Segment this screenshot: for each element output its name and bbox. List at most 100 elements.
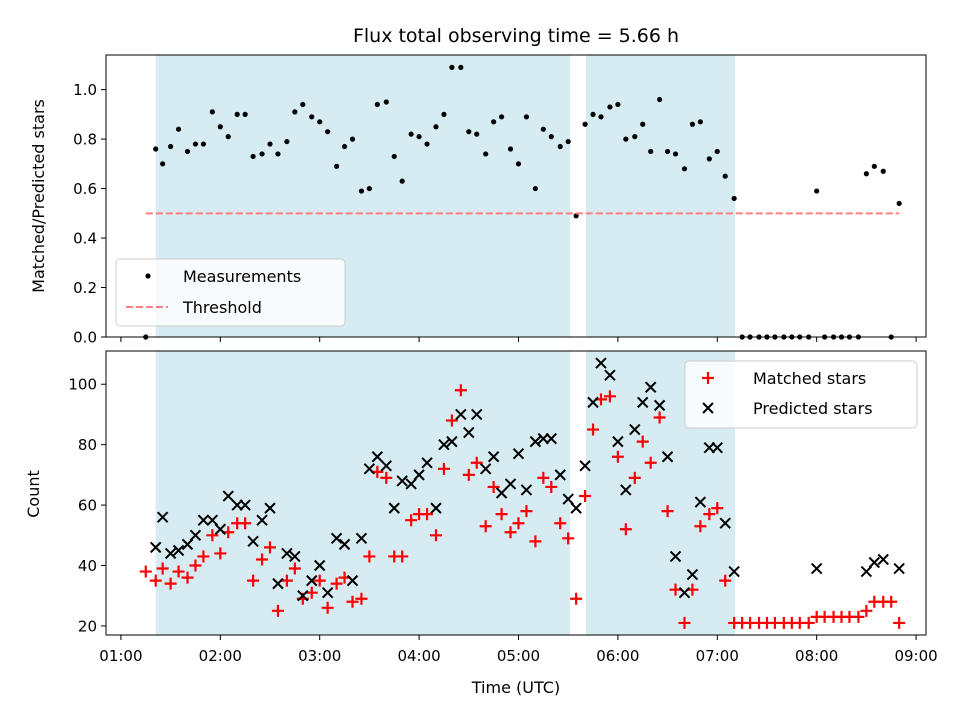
measurement-point [259,151,265,157]
top-legend: Measurements Threshold [115,258,346,327]
predicted-star-point [463,426,475,439]
predicted-star-point [256,514,268,526]
predicted-star-point [338,538,351,551]
top-y-tick-label: 0.2 [73,279,97,297]
predicted-star-point [629,423,641,436]
matched-star-point [288,562,301,575]
matched-star-point [529,535,542,548]
predicted-star-point [661,451,674,463]
measurement-point [383,99,389,105]
matched-star-point [305,586,318,599]
measurement-point [648,148,654,155]
measurement-point [532,185,538,192]
measurement-point [814,188,820,194]
bottom-y-tick-label: 100 [68,376,97,394]
measurement-point [540,126,546,132]
top-y-tick-label: 1.0 [73,81,97,99]
top-legend-box [115,258,346,327]
predicted-star-point [438,438,450,451]
predicted-star-point [595,357,607,369]
bottom-legend: Matched stars Predicted stars [684,360,918,429]
matched-star-point [206,529,219,542]
matched-star-point [280,574,293,587]
measurement-point [863,171,869,177]
measurement-point [672,151,679,157]
x-tick-label: 04:00 [397,647,440,665]
matched-star-point [139,565,152,578]
predicted-star-point [272,577,284,590]
measurement-point [523,114,530,120]
predicted-star-point [156,511,169,523]
predicted-star-point [604,369,616,381]
matched-star-point [429,529,442,542]
measurement-point [731,195,737,202]
measurement-point [573,213,579,219]
matched-star-point [885,595,898,608]
matched-star-point [454,384,467,397]
measurement-point [408,131,414,137]
matched-star-point [520,505,533,518]
measurement-point [565,138,571,145]
measurement-point [548,134,554,140]
predicted-star-point [893,562,905,575]
predicted-star-point [430,502,442,514]
measurement-point [341,143,348,150]
matched-star-point [545,480,558,493]
measurement-point [598,114,604,120]
matched-star-point [644,456,657,469]
measurement-point [706,156,712,162]
predicted-star-point [321,586,334,599]
top-y-axis-label: Matched/Predicted stars [29,99,48,293]
measurement-point [557,143,563,150]
matched-star-point [570,592,583,605]
bottom-y-tick-label: 80 [78,436,97,454]
measurement-point [225,134,231,140]
matched-star-point [653,411,666,424]
predicted-star-point [479,463,492,475]
measurement-point [880,168,886,174]
predicted-star-point [222,490,234,502]
x-axis-label: Time (UTC) [471,678,560,697]
predicted-star-point [330,532,343,545]
bottom-y-axis-label: Count [24,470,43,518]
measurement-point [871,163,877,169]
measurement-point [483,151,489,157]
measurement-point [234,111,240,117]
legend-predicted-label: Predicted stars [753,399,873,418]
matched-star-point [579,490,592,503]
x-tick-label: 03:00 [298,647,341,665]
matched-star-point [239,517,252,530]
legend-measurements-label: Measurements [183,267,301,286]
matched-star-point [719,574,732,587]
predicted-star-point [380,460,392,472]
matched-star-point [504,526,517,539]
x-tick-label: 05:00 [497,647,540,665]
x-tick-label: 06:00 [596,647,639,665]
measurement-point [689,121,696,127]
predicted-star-point [172,544,185,557]
legend-measurements-marker [145,273,151,279]
predicted-star-point [355,532,368,545]
matched-star-point [396,550,409,563]
measurement-point [640,121,646,127]
predicted-star-point [570,502,582,514]
matched-star-point [313,574,326,587]
predicted-star-point [471,408,483,421]
predicted-star-point [653,399,666,412]
measurement-point [664,148,671,155]
measurement-point [498,114,505,120]
measurement-point [424,141,430,147]
top-y-tick-label: 0.8 [73,131,97,149]
matched-star-point [860,604,873,617]
predicted-star-point [579,460,591,472]
bottom-y-tick-label: 20 [78,617,97,635]
matched-star-point [636,435,649,448]
predicted-star-point [529,435,542,448]
measurement-point [184,148,191,155]
matched-star-point [893,616,906,629]
predicted-star-point [860,565,873,578]
bottom-axes-frame [105,350,927,636]
measurement-point [175,126,182,132]
measurement-point [358,188,365,194]
measurement-point [449,64,455,70]
